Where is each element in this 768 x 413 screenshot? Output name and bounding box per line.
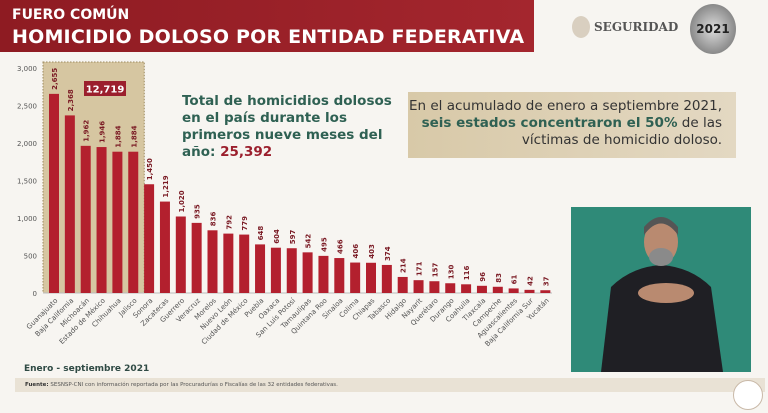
callout-bold: seis estados concentraron el 50% — [421, 115, 678, 131]
bar — [302, 252, 313, 293]
bar — [255, 244, 266, 293]
seguridad-logo: SEGURIDAD — [572, 16, 678, 38]
y-tick-label: 3,000 — [17, 65, 37, 73]
data-label: 1,962 — [83, 120, 91, 142]
source-note: Fuente: SESNSP-CNI con información repor… — [15, 378, 765, 392]
data-label: 83 — [495, 273, 503, 283]
data-label: 1,450 — [146, 158, 154, 180]
bar — [128, 151, 139, 293]
y-tick-label: 2,500 — [17, 103, 37, 111]
data-label: 792 — [225, 215, 233, 230]
bar — [286, 248, 297, 293]
bar — [476, 285, 487, 293]
data-label: 604 — [273, 229, 281, 244]
highlight-total-box — [84, 81, 126, 96]
y-tick-label: 2,000 — [17, 140, 37, 148]
data-label: 495 — [320, 237, 328, 252]
bar — [461, 284, 472, 293]
data-label: 648 — [257, 226, 265, 241]
bar — [144, 184, 155, 293]
bar — [239, 234, 250, 293]
highlight-total-label: 12,719 — [86, 85, 125, 96]
bar — [191, 222, 202, 293]
bar — [318, 255, 329, 293]
data-label: 42 — [527, 276, 535, 286]
y-tick-label: 1,500 — [17, 178, 37, 186]
y-tick-label: 1,000 — [17, 215, 37, 223]
bar — [80, 145, 91, 293]
data-label: 2,655 — [51, 68, 59, 90]
bar — [175, 216, 186, 293]
data-label: 403 — [368, 244, 376, 259]
data-label: 779 — [241, 216, 249, 231]
data-label: 466 — [336, 239, 344, 254]
data-label: 61 — [511, 275, 519, 285]
bar — [334, 258, 345, 293]
sign-language-interpreter-video — [571, 207, 751, 372]
data-label: 2,368 — [67, 89, 75, 111]
bar — [270, 247, 281, 293]
bar — [64, 115, 75, 294]
data-label: 214 — [400, 258, 408, 273]
data-label: 116 — [463, 266, 471, 281]
y-tick-label: 500 — [24, 253, 37, 261]
header-kicker: FUERO COMÚN — [12, 7, 130, 23]
data-label: 406 — [352, 244, 360, 259]
year-2021-emblem: 2021 — [690, 4, 736, 54]
y-tick-label: 0 — [33, 290, 37, 298]
total-value: 25,392 — [220, 144, 273, 160]
data-label: 37 — [542, 276, 550, 286]
data-label: 1,884 — [114, 125, 122, 147]
data-label: 157 — [431, 262, 439, 277]
page-title: HOMICIDIO DOLOSO POR ENTIDAD FEDERATIVA — [12, 26, 525, 48]
bar — [49, 93, 59, 293]
period-label: Enero - septiembre 2021 — [24, 364, 150, 374]
data-label: 374 — [384, 246, 392, 261]
seguridad-logo-text: SEGURIDAD — [594, 20, 679, 34]
bar — [350, 262, 361, 293]
bar — [397, 276, 408, 293]
eagle-seal-icon — [572, 16, 590, 38]
bar — [159, 201, 170, 293]
bar — [96, 147, 107, 293]
data-label: 836 — [210, 212, 218, 227]
source-text: SESNSP-CNI con información reportada por… — [48, 382, 338, 388]
bar — [223, 233, 234, 293]
data-label: 171 — [416, 261, 424, 276]
bar — [207, 230, 218, 293]
bar — [381, 264, 392, 293]
header-banner: FUERO COMÚN HOMICIDIO DOLOSO POR ENTIDAD… — [0, 0, 534, 52]
bar — [540, 290, 551, 293]
data-label: 96 — [479, 272, 487, 282]
bar — [524, 289, 535, 293]
gobierno-mexico-seal-icon — [733, 380, 763, 410]
bar — [429, 281, 440, 293]
data-label: 130 — [447, 265, 455, 280]
data-label: 597 — [289, 229, 297, 244]
total-summary-text: Total de homicidios dolosos en el país d… — [182, 93, 392, 160]
callout-pre: En el acumulado de enero a septiembre 20… — [408, 98, 722, 114]
data-label: 1,884 — [130, 125, 138, 147]
bars: 2,655 2,368 1,962 1,946 1,884 1,884 1,450 1,219… — [49, 68, 551, 294]
data-label: 1,020 — [178, 190, 186, 212]
data-label: 542 — [305, 234, 313, 249]
data-label: 1,946 — [99, 121, 107, 143]
bar — [366, 262, 376, 293]
highlight-box — [42, 61, 145, 294]
total-summary: Total de homicidios dolosos en el país d… — [182, 93, 412, 161]
bar — [445, 283, 456, 293]
bar — [492, 286, 503, 293]
bar — [508, 288, 519, 293]
data-label: 1,219 — [162, 175, 170, 197]
callout-box: En el acumulado de enero a septiembre 20… — [408, 92, 736, 158]
source-label: Fuente: — [25, 382, 49, 388]
data-label: 935 — [194, 204, 202, 219]
bar — [112, 151, 123, 293]
callout-post: de las víctimas de homicidio doloso. — [521, 115, 722, 148]
bar — [413, 280, 424, 293]
